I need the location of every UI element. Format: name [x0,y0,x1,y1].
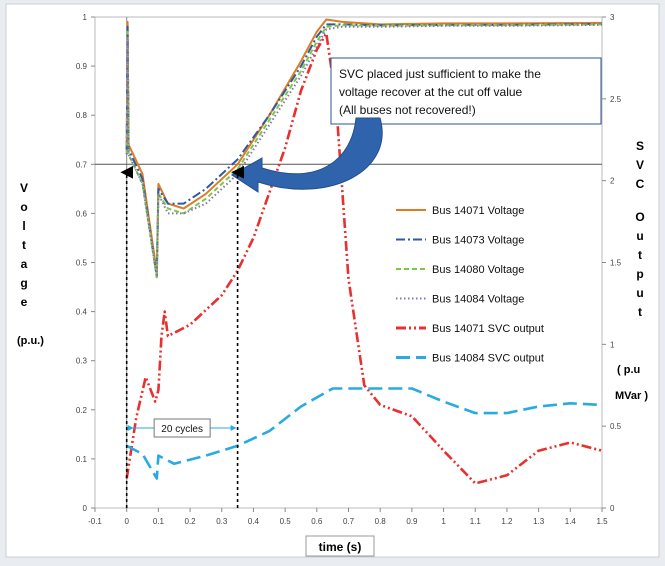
y-axis-label-left: Voltage [20,181,28,309]
x-tick-label: 1.1 [470,517,482,526]
y-axis-label-right-char: O [635,210,644,224]
y-axis-unit-left: (p.u.) [17,335,44,347]
series-line-4 [125,23,603,279]
y-axis-label-left-char: e [21,295,28,309]
x-tick-label: 0.1 [153,517,165,526]
x-tick-label: 0 [124,517,129,526]
y-axis-label-left-char: l [22,219,25,233]
series-line-5 [125,32,603,485]
y-tick-right-label: 1.5 [610,259,622,268]
x-tick-label: 1.5 [596,517,608,526]
x-tick-label: 0.2 [185,517,197,526]
series-line-6 [126,387,603,480]
y-tick-left-label: 0.7 [76,160,88,169]
y-tick-left-label: 0.8 [76,111,88,120]
series-line-2 [125,22,603,279]
y-axis-label-left-char: o [20,200,27,214]
y-tick-right-label: 1 [610,340,615,349]
x-tick-label: 0.8 [375,517,387,526]
annotation-box [330,57,602,125]
y-axis-label-left-char: a [21,257,28,271]
y-tick-left-label: 0.9 [76,62,88,71]
x-axis-label: time (s) [319,540,362,554]
annotation-text-line: voltage recover at the cut off value [339,85,523,99]
legend-label-2: Bus 14073 Voltage [432,235,524,247]
y-tick-left-label: 0.1 [76,455,88,464]
annotation-text: SVC placed just sufficient to make the vo… [339,67,541,117]
y-tick-left-label: 0.5 [76,259,88,268]
legend-label-6: Bus 14084 SVC output [432,353,544,365]
y-tick-left-label: 0.2 [76,406,88,415]
x-tick-label: 0.9 [406,517,418,526]
interval-label-box [153,418,211,438]
y-tick-right-label: 0 [610,504,615,513]
y-axis-unit-right-2: MVar ) [615,390,648,402]
y-axis-label-right-char: t [638,248,642,262]
y-axis-label-left-char: V [20,181,28,195]
y-axis-label-right-char: p [636,267,643,281]
y-axis-label-right-char: u [636,286,643,300]
y-axis-unit-right-1: ( p.u [617,364,640,376]
x-tick-label: 1 [441,517,446,526]
legend-label-5: Bus 14071 SVC output [432,323,544,335]
x-tick-label: -0.1 [88,517,102,526]
legend-label-4: Bus 14084 Voltage [432,294,524,306]
x-tick-label: 1.3 [533,517,545,526]
y-tick-right-label: 3 [610,13,615,22]
annotation-arrow [231,117,383,193]
y-tick-left-label: 0 [83,504,88,513]
y-axis-label-right-char: t [638,305,642,319]
y-axis-label-right-char: C [636,177,645,191]
annotation-text-line: SVC placed just sufficient to make the [339,67,541,81]
interval-label: 20 cycles [161,424,203,435]
y-axis-label-right-char: S [636,139,644,153]
x-tick-label: 0.5 [280,517,292,526]
x-tick-label: 1.2 [501,517,513,526]
x-tick-label: 1.4 [565,517,577,526]
y-axis-label-left-char: t [22,238,26,252]
y-tick-left-label: 1 [83,13,88,22]
x-tick-label: 0.3 [216,517,228,526]
legend-label-1: Bus 14071 Voltage [432,205,524,217]
y-tick-left-label: 0.6 [76,209,88,218]
series-layer [125,18,603,485]
x-tick-label: 0.7 [343,517,355,526]
annotation-callout: SVC placed just sufficient to make the vo… [231,57,602,193]
x-tick-label: 0.6 [311,517,323,526]
y-axis-label-right-char: u [636,229,643,243]
x-axis-label-box [305,535,375,557]
interval-annotation: 20 cycles [120,165,244,508]
y-tick-left-label: 0.3 [76,357,88,366]
y-tick-right-label: 2.5 [610,95,622,104]
y-tick-left-label: 0.4 [76,308,88,317]
y-tick-right-label: 2 [610,177,615,186]
x-tick-label: 0.4 [248,517,260,526]
y-axis-label-left-char: g [20,276,27,290]
legend-label-3: Bus 14080 Voltage [432,264,524,276]
legend: Bus 14071 Voltage Bus 14073 Voltage Bus 14… [396,205,544,365]
y-tick-right-label: 0.5 [610,422,622,431]
annotation-text-line: (All buses not recovered!) [339,103,476,117]
y-axis-label-right-char: V [636,158,644,172]
